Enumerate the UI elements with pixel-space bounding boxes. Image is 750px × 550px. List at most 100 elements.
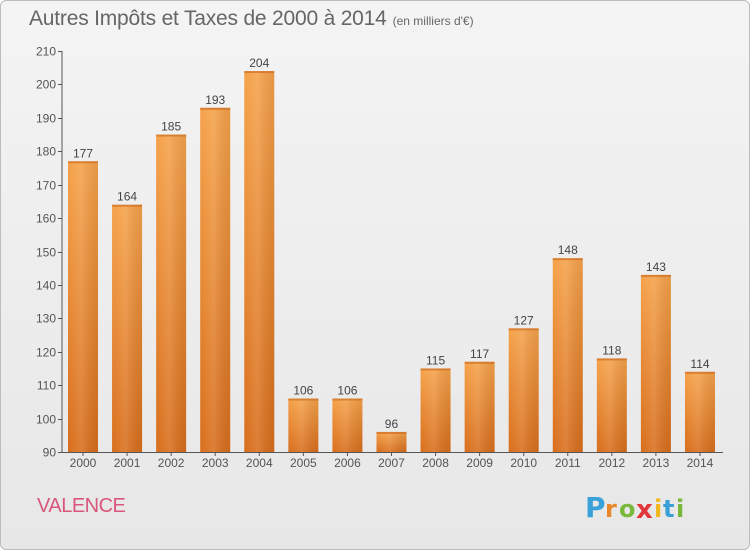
bar-2009 xyxy=(464,361,495,452)
y-tick-label: 190 xyxy=(36,112,56,126)
bar-2013 xyxy=(640,274,671,452)
y-tick-label: 90 xyxy=(43,446,57,460)
y-tick-label: 130 xyxy=(36,312,56,326)
bar-shine xyxy=(552,258,583,452)
y-tick-label: 160 xyxy=(36,212,56,226)
bar-shine xyxy=(420,368,451,452)
bar-top-edge xyxy=(288,398,319,401)
bar-2004 xyxy=(244,71,275,453)
x-tick-label-2010: 2010 xyxy=(510,456,537,470)
svg-text:P: P xyxy=(585,491,606,524)
data-label-2005: 106 xyxy=(293,384,313,398)
data-label-2008: 115 xyxy=(426,353,445,367)
bar-top-edge xyxy=(332,398,363,401)
bar-shine xyxy=(640,274,671,452)
bar-2008 xyxy=(420,368,451,452)
data-label-2004: 204 xyxy=(249,56,269,70)
x-tick-label-2005: 2005 xyxy=(290,456,317,470)
x-tick-label-2009: 2009 xyxy=(466,456,493,470)
svg-text:x: x xyxy=(636,495,653,525)
bar-top-edge xyxy=(376,431,407,434)
x-tick-label-2002: 2002 xyxy=(158,456,185,470)
y-tick-label: 140 xyxy=(36,279,56,293)
x-tick-label-2007: 2007 xyxy=(378,456,405,470)
data-label-2006: 106 xyxy=(337,384,357,398)
x-tick-label-2006: 2006 xyxy=(334,456,361,470)
bar-shine xyxy=(684,371,715,452)
x-axis: 2000 2001 2002 2003 2004 2005 2006 2007 2008 2009… xyxy=(62,452,723,470)
bar-shine xyxy=(244,71,275,453)
chart-title: Autres Impôts et Taxes de 2000 à 2014 (en… xyxy=(29,7,474,31)
y-tick-label: 110 xyxy=(37,379,56,393)
y-axis: 90 100 110 120 130 140 150 160 170 180 190 200 210 xyxy=(36,45,63,460)
bar-shine xyxy=(200,107,231,452)
bar-2005 xyxy=(288,398,319,452)
proxiti-logo[interactable]: P r o x i t i xyxy=(583,487,693,527)
bar-2010 xyxy=(508,328,539,452)
bar-top-edge xyxy=(420,368,451,371)
data-label-2014: 114 xyxy=(690,357,709,371)
svg-text:i: i xyxy=(676,495,684,523)
bar-shine xyxy=(464,361,495,452)
svg-text:o: o xyxy=(619,495,636,523)
data-label-2003: 193 xyxy=(205,93,225,107)
x-tick-label-2012: 2012 xyxy=(598,456,625,470)
chart-subtitle: (en milliers d'€) xyxy=(392,14,474,28)
data-label-2013: 143 xyxy=(646,260,666,274)
bar-top-edge xyxy=(112,204,143,207)
data-label-2012: 118 xyxy=(602,343,621,357)
x-tick-label-2001: 2001 xyxy=(114,456,141,470)
bar-top-edge xyxy=(508,328,539,331)
y-tick-label: 200 xyxy=(36,78,56,92)
bar-2011 xyxy=(552,258,583,452)
data-label-2010: 127 xyxy=(514,313,534,327)
y-tick-label: 210 xyxy=(36,45,56,59)
bar-2001 xyxy=(112,204,143,452)
x-tick-label-2014: 2014 xyxy=(687,456,714,470)
bar-2012 xyxy=(596,358,627,452)
bar-shine xyxy=(156,134,187,452)
y-tick-label: 100 xyxy=(36,413,56,427)
y-tick-label: 170 xyxy=(36,179,56,193)
bar-top-edge xyxy=(464,361,495,364)
y-tick-label: 120 xyxy=(36,346,56,360)
data-label-2007: 96 xyxy=(385,417,399,431)
data-label-2000: 177 xyxy=(73,146,93,160)
bars xyxy=(68,71,715,453)
bar-shine xyxy=(376,431,407,452)
x-tick-label-2008: 2008 xyxy=(422,456,449,470)
bar-shine xyxy=(332,398,363,452)
bar-top-edge xyxy=(68,161,98,164)
bar-2014 xyxy=(684,371,715,452)
bar-top-edge xyxy=(552,258,583,261)
bar-top-edge xyxy=(156,134,187,137)
bar-shine xyxy=(508,328,539,452)
x-tick-label-2003: 2003 xyxy=(202,456,229,470)
x-tick-label-2011: 2011 xyxy=(555,456,581,470)
bar-top-edge xyxy=(244,71,275,74)
bar-shine xyxy=(112,204,143,452)
bar-2000 xyxy=(68,161,98,452)
svg-text:r: r xyxy=(605,495,617,523)
bar-top-edge xyxy=(596,358,627,361)
bar-top-edge xyxy=(640,274,671,277)
data-label-2009: 117 xyxy=(470,347,489,361)
bar-shine xyxy=(68,161,98,452)
bar-2003 xyxy=(200,107,231,452)
data-label-2011: 148 xyxy=(558,243,578,257)
data-label-2001: 164 xyxy=(117,190,137,204)
bar-top-edge xyxy=(684,371,715,374)
data-label-2002: 185 xyxy=(161,120,181,134)
bar-2002 xyxy=(156,134,187,452)
location-label: VALENCE xyxy=(37,495,126,517)
bar-shine xyxy=(596,358,627,452)
data-labels: 177 164 185 193 204 106 106 96 115 117 127 148 118 14… xyxy=(73,56,710,431)
x-tick-label-2000: 2000 xyxy=(70,456,97,470)
svg-text:t: t xyxy=(663,495,674,523)
y-tick-label: 180 xyxy=(36,145,56,159)
y-tick-label: 150 xyxy=(36,246,56,260)
bar-2006 xyxy=(332,398,363,452)
bar-2007 xyxy=(376,431,407,452)
